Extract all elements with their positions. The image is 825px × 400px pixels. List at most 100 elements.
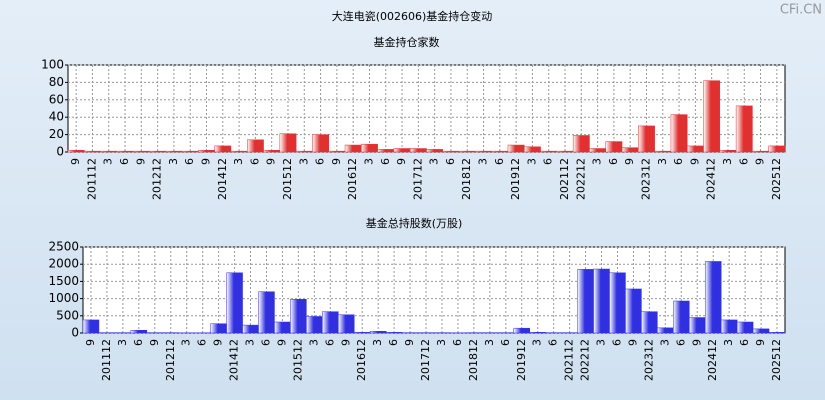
- x-tick-label: 6: [737, 158, 750, 165]
- x-tick-label: 202512: [770, 339, 783, 381]
- bar: [686, 145, 704, 153]
- x-tick-label: 202412: [705, 158, 718, 200]
- x-tick-label: 3: [362, 158, 375, 165]
- x-tick-label: 201712: [419, 339, 432, 381]
- y-tick-label: 100: [41, 58, 64, 72]
- x-tick-label: 201712: [411, 158, 424, 200]
- x-tick-label: 201612: [355, 339, 368, 381]
- x-tick-label: 9: [754, 339, 767, 346]
- bar: [657, 327, 674, 334]
- bar: [130, 329, 148, 334]
- bar: [720, 319, 738, 334]
- bar: [673, 300, 690, 334]
- bar: [589, 148, 606, 153]
- x-tick-label: 3: [307, 339, 320, 346]
- bar: [577, 269, 594, 334]
- bar: [312, 134, 329, 153]
- x-tick-label: 6: [314, 158, 327, 165]
- bar: [752, 150, 769, 153]
- bar: [670, 114, 688, 153]
- x-tick-label: 9: [688, 158, 701, 165]
- x-tick-label: 9: [200, 158, 213, 165]
- bar: [442, 150, 460, 153]
- x-tick-label: 201812: [460, 158, 473, 200]
- x-tick-label: 202512: [770, 158, 783, 200]
- x-tick-label: 6: [672, 158, 685, 165]
- bar: [67, 150, 85, 153]
- x-tick-label: 202312: [639, 158, 652, 200]
- x-tick-label: 6: [118, 158, 131, 165]
- x-tick-label: 6: [493, 158, 506, 165]
- bar: [491, 150, 509, 153]
- x-tick-label: 201412: [228, 339, 241, 381]
- bar: [353, 332, 371, 334]
- bar: [274, 321, 291, 334]
- x-tick-label: 3: [116, 339, 129, 346]
- x-tick-label: 9: [212, 339, 225, 346]
- x-tick-label: 6: [542, 158, 555, 165]
- bar: [704, 261, 722, 334]
- x-tick-label: 3: [656, 158, 669, 165]
- bar: [524, 146, 541, 153]
- x-tick-label: 3: [180, 339, 193, 346]
- bar: [165, 150, 183, 153]
- y-tick-label: 40: [49, 110, 64, 124]
- bar: [641, 311, 658, 334]
- x-tick-label: 9: [395, 158, 408, 165]
- x-tick-label: 9: [134, 158, 147, 165]
- chart-title: 基金持仓家数: [374, 35, 440, 49]
- x-tick-label: 3: [658, 339, 671, 346]
- x-tick-label: 9: [84, 339, 97, 346]
- x-tick-label: 3: [531, 339, 544, 346]
- watermark: CFi.CN: [780, 3, 822, 18]
- x-tick-label: 3: [591, 158, 604, 165]
- x-tick-label: 3: [595, 339, 608, 346]
- plot-area: [67, 64, 786, 153]
- bar: [295, 150, 313, 153]
- bar: [654, 150, 672, 153]
- x-tick-label: 9: [275, 339, 288, 346]
- y-tick-label: 80: [49, 75, 64, 89]
- x-tick-label: 201112: [100, 339, 113, 381]
- y-tick-label: 0: [71, 326, 79, 340]
- bar: [322, 311, 339, 334]
- y-tick-label: 20: [49, 127, 64, 141]
- x-tick-label: 9: [623, 158, 636, 165]
- x-tick-label: 6: [379, 158, 392, 165]
- x-tick-label: 3: [102, 158, 115, 165]
- bar: [556, 150, 574, 153]
- y-tick-label: 0: [56, 145, 64, 159]
- bar: [338, 314, 355, 334]
- x-tick-label: 3: [435, 339, 448, 346]
- x-tick-label: 202112: [563, 339, 576, 381]
- bar: [149, 150, 167, 153]
- chart-title: 基金总持股数(万股): [366, 216, 463, 230]
- bar: [605, 141, 623, 153]
- x-tick-label: 3: [167, 158, 180, 165]
- x-tick-label: 6: [248, 158, 261, 165]
- x-tick-label: 9: [626, 339, 639, 346]
- x-tick-label: 3: [483, 339, 496, 346]
- bar: [475, 150, 492, 153]
- x-tick-label: 6: [607, 158, 620, 165]
- x-tick-label: 3: [477, 158, 490, 165]
- bar: [572, 135, 590, 153]
- bar: [426, 149, 444, 153]
- x-tick-label: 201212: [164, 339, 177, 381]
- bar: [328, 150, 346, 153]
- y-tick-label: 1500: [48, 274, 79, 288]
- x-tick-label: 9: [403, 339, 416, 346]
- bar: [198, 150, 215, 153]
- x-tick-label: 6: [738, 339, 751, 346]
- bar: [361, 143, 378, 153]
- y-tick-label: 500: [56, 308, 79, 322]
- y-tick-label: 1000: [48, 291, 79, 305]
- bar: [279, 133, 297, 153]
- x-tick-label: 6: [259, 339, 272, 346]
- x-tick-label: 3: [721, 158, 734, 165]
- x-tick-label: 201912: [515, 339, 528, 381]
- bar: [768, 145, 786, 153]
- x-tick-label: 6: [451, 339, 464, 346]
- bar: [306, 316, 323, 334]
